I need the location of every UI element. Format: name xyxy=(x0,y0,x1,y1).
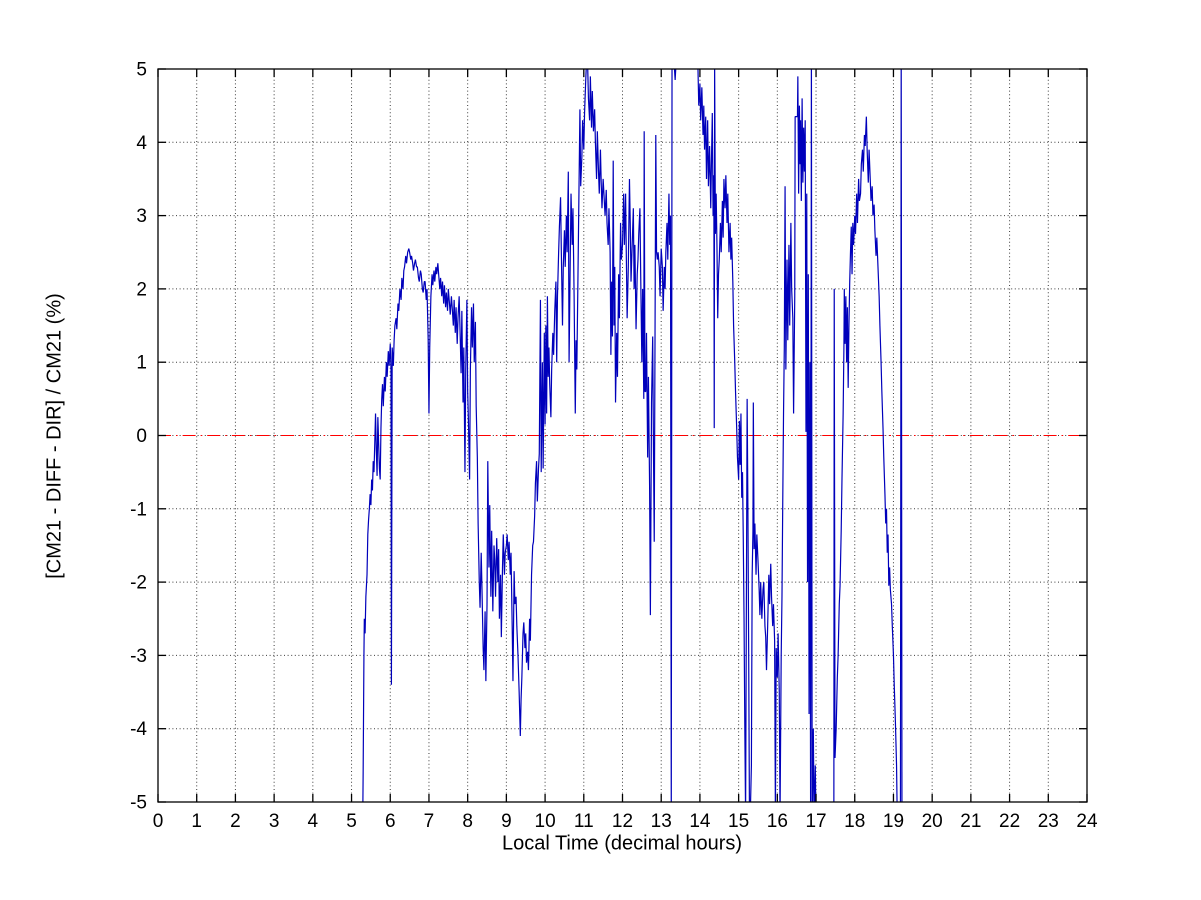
y-axis-label: [CM21 - DIFF - DIR] / CM21 (%) xyxy=(43,293,66,579)
y-tick-label: 4 xyxy=(136,133,147,154)
x-tick-label: 1 xyxy=(191,811,202,832)
x-tick-label: 0 xyxy=(153,811,164,832)
x-tick-label: 10 xyxy=(535,811,556,832)
y-tick-label: -5 xyxy=(130,793,147,814)
x-tick-label: 14 xyxy=(689,811,711,832)
y-tick-label: 5 xyxy=(136,60,147,81)
data-series-line xyxy=(362,69,903,802)
y-tick-label: 3 xyxy=(136,206,147,227)
x-tick-label: 2 xyxy=(230,811,241,832)
x-tick-label: 12 xyxy=(612,811,633,832)
x-tick-label: 17 xyxy=(805,811,826,832)
x-tick-label: 16 xyxy=(767,811,788,832)
x-tick-label: 11 xyxy=(574,811,594,832)
x-tick-label: 9 xyxy=(501,811,512,832)
x-tick-label: 18 xyxy=(844,811,865,832)
x-axis-label: Local Time (decimal hours) xyxy=(501,832,743,855)
x-tick-label: 4 xyxy=(308,811,319,832)
y-tick-label: -1 xyxy=(130,499,147,520)
x-tick-label: 3 xyxy=(269,811,280,832)
y-tick-label: -3 xyxy=(130,646,147,667)
x-tick-label: 20 xyxy=(922,811,943,832)
y-tick-label: -4 xyxy=(130,719,147,740)
x-tick-label: 24 xyxy=(1076,811,1098,832)
y-tick-label: 0 xyxy=(136,426,147,447)
x-tick-label: 21 xyxy=(960,811,981,832)
y-tick-label: 2 xyxy=(136,279,147,300)
y-tick-label: 1 xyxy=(136,353,147,374)
x-tick-label: 7 xyxy=(424,811,435,832)
x-tick-label: 13 xyxy=(651,811,672,832)
x-tick-label: 19 xyxy=(883,811,904,832)
x-tick-label: 5 xyxy=(346,811,357,832)
x-tick-label: 23 xyxy=(1038,811,1059,832)
y-tick-label: -2 xyxy=(130,573,147,594)
x-tick-label: 6 xyxy=(385,811,396,832)
x-tick-label: 22 xyxy=(999,811,1020,832)
x-tick-label: 8 xyxy=(462,811,473,832)
x-tick-label: 15 xyxy=(728,811,749,832)
